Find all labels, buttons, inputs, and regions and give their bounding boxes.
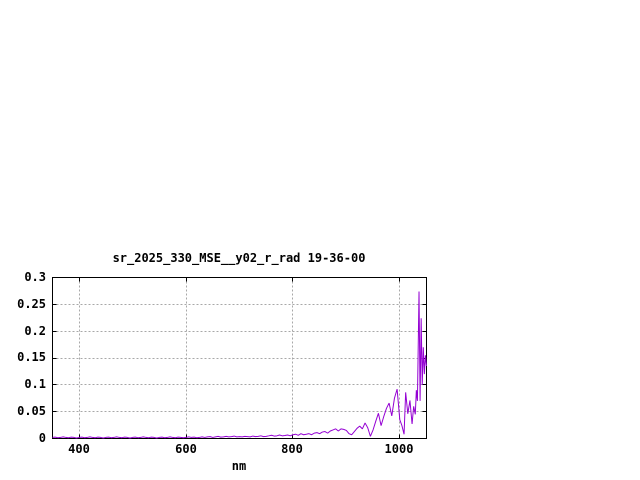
y-tick-label: 0.2 — [24, 324, 46, 338]
y-tick-label: 0.1 — [24, 377, 46, 391]
y-tick-label: 0.05 — [17, 404, 46, 418]
y-tick-label: 0.3 — [24, 270, 46, 284]
x-tick-label: 800 — [281, 442, 303, 456]
y-tick-label: 0.15 — [17, 350, 46, 364]
y-tick-label: 0.25 — [17, 297, 46, 311]
x-axis-label: nm — [231, 459, 247, 473]
series-line — [52, 291, 427, 439]
x-tick-label: 400 — [68, 442, 90, 456]
x-tick-label: 1000 — [384, 442, 414, 456]
x-tick-label: 600 — [175, 442, 197, 456]
chart-title: sr_2025_330_MSE__y02_r_rad 19-36-00 — [112, 251, 366, 265]
y-tick-label: 0 — [38, 431, 46, 445]
